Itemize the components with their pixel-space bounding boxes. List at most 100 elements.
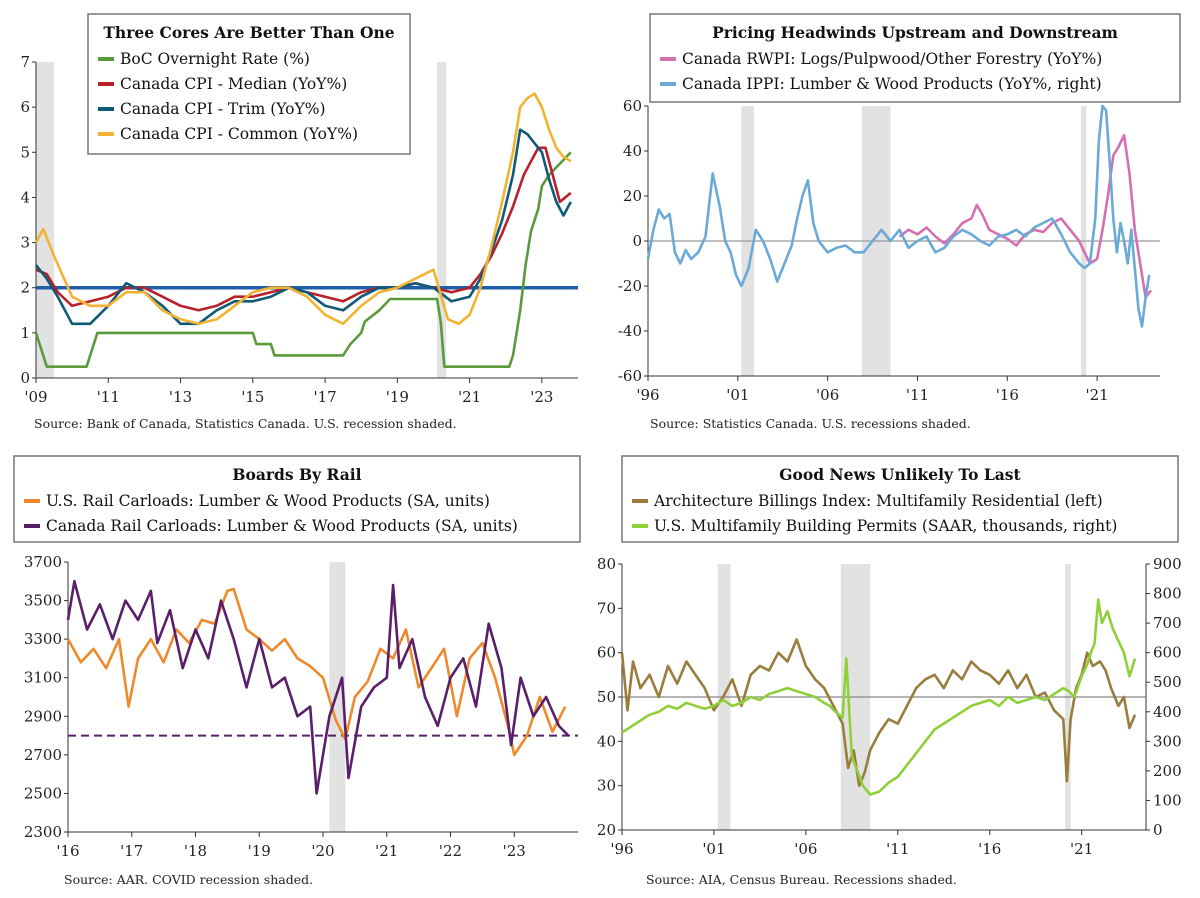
recession-band — [437, 62, 447, 378]
legend-label: Canada CPI - Trim (YoY%) — [120, 100, 326, 118]
x-tick-label: '21 — [1070, 840, 1093, 858]
y-right-tick-label: 300 — [1153, 732, 1182, 750]
series-line-2 — [35, 146, 572, 312]
y-tick-label: 60 — [623, 97, 642, 115]
legend-label: Canada CPI - Common (YoY%) — [120, 125, 358, 143]
legend-label: Canada Rail Carloads: Lumber & Wood Prod… — [46, 517, 518, 535]
series-line-4 — [34, 92, 572, 326]
x-tick-label: '18 — [184, 842, 207, 860]
y-tick-label: 60 — [597, 644, 616, 662]
y-right-tick-label: 0 — [1153, 821, 1163, 839]
y-tick-label: 80 — [597, 555, 616, 573]
y-tick-label: 1 — [20, 324, 30, 342]
x-tick-label: '15 — [241, 388, 264, 406]
y-right-tick-label: 400 — [1153, 703, 1182, 721]
chart-title: Boards By Rail — [232, 465, 361, 484]
x-tick-label: '21 — [458, 388, 481, 406]
chart-title: Three Cores Are Better Than One — [103, 23, 394, 42]
legend-label: U.S. Rail Carloads: Lumber & Wood Produc… — [46, 492, 490, 510]
x-tick-label: '16 — [978, 840, 1001, 858]
x-tick-label: '19 — [386, 388, 409, 406]
x-tick-label: '16 — [996, 386, 1019, 404]
x-tick-label: '16 — [56, 842, 79, 860]
x-tick-label: '01 — [702, 840, 725, 858]
y-right-tick-label: 200 — [1153, 762, 1182, 780]
x-tick-label: '09 — [24, 388, 47, 406]
y-tick-label: -40 — [618, 322, 642, 340]
y-tick-label: 2 — [20, 279, 30, 297]
y-tick-label: 3300 — [24, 630, 62, 648]
y-tick-label: 2500 — [24, 784, 62, 802]
legend-box — [13, 455, 581, 543]
y-tick-label: 50 — [597, 688, 616, 706]
y-right-tick-label: 500 — [1153, 673, 1182, 691]
y-tick-label: 0 — [632, 232, 642, 250]
x-tick-label: '11 — [906, 386, 929, 404]
x-tick-label: '96 — [610, 840, 633, 858]
series-line-3 — [34, 128, 572, 326]
series-line-2 — [66, 579, 570, 795]
y-tick-label: -20 — [618, 277, 642, 295]
y-tick-label: 3500 — [24, 592, 62, 610]
recession-band — [329, 562, 346, 832]
y-tick-label: 6 — [20, 98, 30, 116]
y-right-tick-label: 100 — [1153, 791, 1182, 809]
series-line-1 — [34, 151, 572, 369]
x-tick-label: '23 — [503, 842, 526, 860]
y-tick-label: 70 — [597, 599, 616, 617]
y-tick-label: 5 — [20, 143, 30, 161]
chart-title: Pricing Headwinds Upstream and Downstrea… — [712, 23, 1118, 42]
source-note: Source: AIA, Census Bureau. Recessions s… — [646, 872, 957, 887]
y-right-tick-label: 800 — [1153, 585, 1182, 603]
y-tick-label: 30 — [597, 777, 616, 795]
y-tick-label: 3700 — [24, 553, 62, 571]
series-line-1 — [620, 638, 1137, 788]
y-tick-label: -60 — [618, 367, 642, 385]
x-tick-label: '11 — [886, 840, 909, 858]
legend-label: Canada RWPI: Logs/Pulpwood/Other Forestr… — [682, 50, 1102, 68]
x-tick-label: '17 — [313, 388, 336, 406]
chart-pricing-headwinds: -60 -40 -20 0 20 40 60 '96 '01 '06 '11 '16 '21 Pricin… — [618, 13, 1181, 431]
x-tick-label: '17 — [120, 842, 143, 860]
y-tick-label: 0 — [20, 369, 30, 387]
chart-boards-by-rail: 2300 2500 2700 2900 3100 3300 3500 3700 '16 '17 '1… — [13, 455, 581, 887]
series-line-2 — [646, 104, 1151, 328]
x-tick-label: '23 — [530, 388, 553, 406]
recession-band — [36, 62, 55, 378]
y-tick-label: 4 — [20, 188, 30, 206]
x-tick-label: '20 — [311, 842, 334, 860]
y-tick-label: 7 — [20, 53, 30, 71]
y-right-tick-label: 600 — [1153, 644, 1182, 662]
x-tick-label: '06 — [816, 386, 839, 404]
x-tick-label: '96 — [636, 386, 659, 404]
x-tick-label: '19 — [248, 842, 271, 860]
y-tick-label: 3100 — [24, 669, 62, 687]
legend-label: Architecture Billings Index: Multifamily… — [653, 492, 1103, 510]
chart-title: Good News Unlikely To Last — [779, 465, 1021, 484]
x-tick-label: '21 — [1086, 386, 1109, 404]
y-tick-label: 20 — [623, 187, 642, 205]
y-tick-label: 2300 — [24, 823, 62, 841]
chart-three-cores: 0 1 2 3 4 5 6 7 '09 '11 '13 '15 '17 '19 '21 '23 Three Co… — [20, 13, 578, 431]
source-note: Source: Bank of Canada, Statistics Canad… — [34, 416, 457, 431]
x-tick-label: '22 — [439, 842, 462, 860]
source-note: Source: AAR. COVID recession shaded. — [64, 872, 313, 887]
legend-label: BoC Overnight Rate (%) — [120, 50, 310, 68]
y-right-tick-label: 700 — [1153, 614, 1182, 632]
x-tick-label: '06 — [794, 840, 817, 858]
series-line-2 — [621, 598, 1137, 796]
chart-good-news: 2030405060708001002003004005006007008009… — [597, 455, 1182, 887]
x-tick-label: '11 — [97, 388, 120, 406]
y-tick-label: 20 — [597, 821, 616, 839]
legend-label: Canada IPPI: Lumber & Wood Products (YoY… — [682, 75, 1102, 93]
x-tick-label: '13 — [169, 388, 192, 406]
series-line-1 — [898, 134, 1153, 299]
legend-label: Canada CPI - Median (YoY%) — [120, 75, 347, 93]
legend-box — [87, 13, 411, 155]
y-tick-label: 3 — [20, 234, 30, 252]
y-right-tick-label: 900 — [1153, 555, 1182, 573]
source-note: Source: Statistics Canada. U.S. recessio… — [650, 416, 971, 431]
series-line-1 — [66, 587, 567, 757]
legend-box — [649, 13, 1181, 103]
